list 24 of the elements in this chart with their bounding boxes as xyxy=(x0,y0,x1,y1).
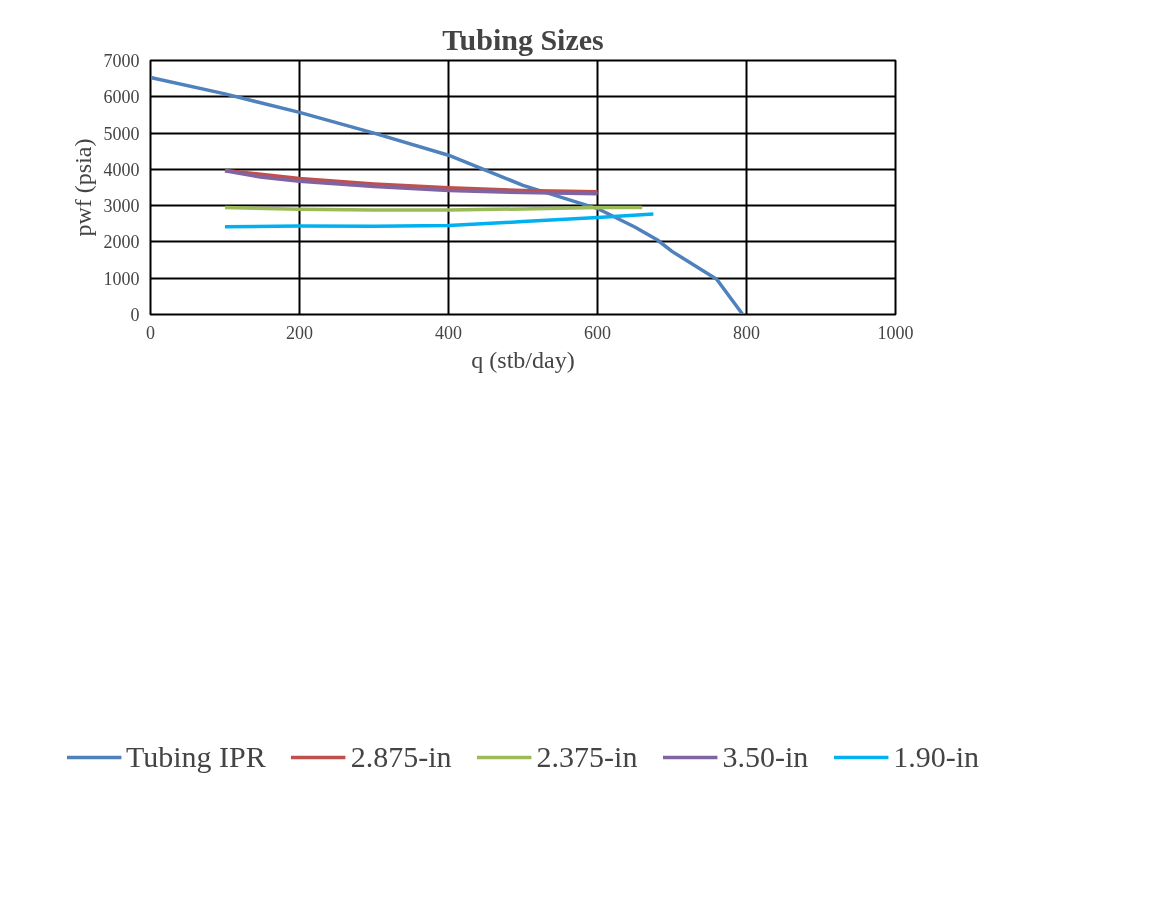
y-tick-label: 1000 xyxy=(103,268,140,289)
y-tick-label: 3000 xyxy=(103,196,140,217)
y-tick-label: 6000 xyxy=(103,87,140,108)
y-axis-title: pwf (psia) xyxy=(69,138,96,237)
legend-label: 3.50-in xyxy=(722,739,809,774)
x-tick-label: 1000 xyxy=(877,322,914,343)
x-tick-label: 800 xyxy=(733,322,760,343)
legend-label: 1.90-in xyxy=(893,739,980,774)
line-series xyxy=(150,75,745,315)
x-axis-title: q (stb/day) xyxy=(471,346,575,373)
legend-label: Tubing IPR xyxy=(125,739,266,774)
legend-label: 2.375-in xyxy=(536,739,638,774)
chart-title: Tubing Sizes xyxy=(442,22,604,56)
y-tick-label: 0 xyxy=(130,305,140,325)
y-tick-label: 7000 xyxy=(103,51,140,71)
y-tick-label: 2000 xyxy=(103,232,140,253)
legend-label: 2.875-in xyxy=(350,739,452,774)
line-series xyxy=(223,212,656,229)
x-tick-label: 400 xyxy=(435,322,462,343)
y-tick-label: 4000 xyxy=(103,159,140,180)
x-tick-label: 0 xyxy=(146,322,155,343)
y-tick-label: 5000 xyxy=(103,123,140,144)
x-tick-label: 200 xyxy=(286,322,313,343)
x-tick-label: 600 xyxy=(584,322,611,343)
